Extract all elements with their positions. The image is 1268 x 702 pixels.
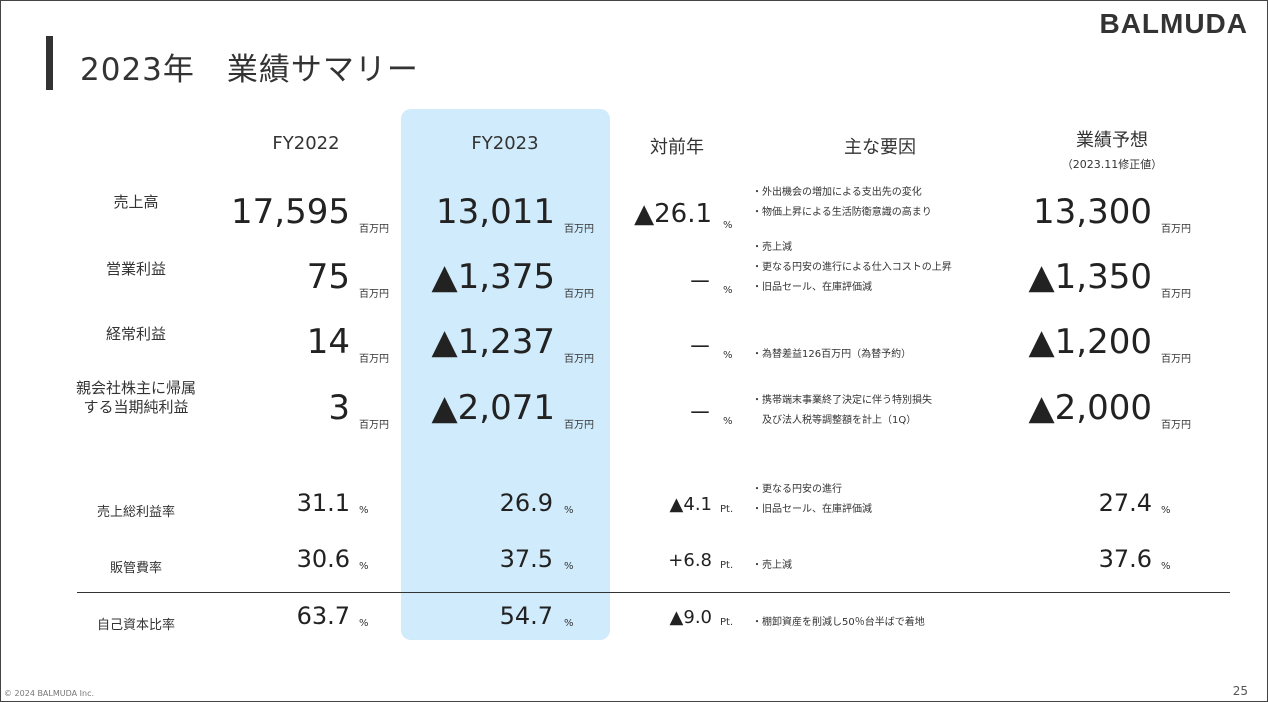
operating-income-forecast: ▲1,350 xyxy=(1028,257,1152,297)
unit: % xyxy=(564,505,574,516)
ordinary-income-forecast: ▲1,200 xyxy=(1028,322,1152,362)
ordinary-income-fy2022: 14 xyxy=(306,322,350,362)
gross-margin-note-2: ・旧品セール、在庫評価減 xyxy=(752,504,872,515)
unit: 百万円 xyxy=(1161,224,1191,235)
unit: 百万円 xyxy=(564,420,594,431)
row-label-sales: 売上高 xyxy=(113,193,159,211)
header-fy2022: FY2022 xyxy=(272,133,340,154)
sales-note-1: ・外出機会の増加による支出先の変化 xyxy=(752,187,922,198)
unit: 百万円 xyxy=(564,224,594,235)
sales-note-2: ・物価上昇による生活防衛意識の高まり xyxy=(752,207,932,218)
operating-income-note-2: ・更なる円安の進行による仕入コストの上昇 xyxy=(752,262,952,273)
unit: 百万円 xyxy=(1161,289,1191,300)
fy2023-column-highlight xyxy=(401,109,610,640)
net-income-note-1: ・携帯端末事業終了決定に伴う特別損失 xyxy=(752,395,932,406)
unit: 百万円 xyxy=(359,420,389,431)
row-label-net-income: 親会社株主に帰属 する当期純利益 xyxy=(56,379,216,417)
row-label-net-income-line2: する当期純利益 xyxy=(83,398,189,416)
gross-margin-yoy: ▲4.1 xyxy=(669,494,712,515)
row-label-gross-margin: 売上総利益率 xyxy=(96,505,175,520)
unit: 百万円 xyxy=(359,289,389,300)
unit: % xyxy=(1161,505,1171,516)
sga-ratio-yoy: +6.8 xyxy=(668,550,712,571)
page-title: 2023年 業績サマリー xyxy=(80,52,419,88)
unit: % xyxy=(359,505,369,516)
unit: 百万円 xyxy=(564,289,594,300)
header-fy2023: FY2023 xyxy=(471,133,539,154)
unit: % xyxy=(723,220,733,231)
ordinary-income-note-1: ・為替差益126百万円（為替予約） xyxy=(752,349,912,360)
unit: Pt. xyxy=(720,504,734,515)
unit: % xyxy=(723,285,733,296)
unit: % xyxy=(564,561,574,572)
unit: 百万円 xyxy=(1161,354,1191,365)
row-label-equity-ratio: 自己資本比率 xyxy=(96,618,175,633)
header-forecast: 業績予想 （2023.11修正値） xyxy=(1042,126,1182,172)
sales-fy2023: 13,011 xyxy=(436,192,555,232)
gross-margin-fy2023: 26.9 xyxy=(499,489,553,517)
unit: 百万円 xyxy=(359,354,389,365)
gross-margin-fy2022: 31.1 xyxy=(296,489,350,517)
sga-ratio-fy2023: 37.5 xyxy=(499,545,553,573)
sales-yoy: ▲26.1 xyxy=(634,199,712,229)
net-income-fy2022: 3 xyxy=(328,388,350,428)
equity-ratio-fy2022: 63.7 xyxy=(296,602,350,630)
ordinary-income-fy2023: ▲1,237 xyxy=(431,322,555,362)
unit: % xyxy=(723,416,733,427)
operating-income-note-3: ・旧品セール、在庫評価減 xyxy=(752,282,872,293)
sales-forecast: 13,300 xyxy=(1033,192,1152,232)
page-number: 25 xyxy=(1232,684,1248,698)
unit: Pt. xyxy=(720,560,734,571)
row-label-sga-ratio: 販管費率 xyxy=(109,561,162,576)
unit: % xyxy=(359,618,369,629)
sga-ratio-fy2022: 30.6 xyxy=(296,545,350,573)
unit: 百万円 xyxy=(1161,420,1191,431)
unit: Pt. xyxy=(720,617,734,628)
net-income-note-2: 及び法人税等調整額を計上（1Q） xyxy=(752,415,917,426)
unit: % xyxy=(1161,561,1171,572)
header-yoy: 対前年 xyxy=(650,137,704,158)
row-label-ordinary-income: 経常利益 xyxy=(105,325,166,343)
net-income-forecast: ▲2,000 xyxy=(1028,388,1152,428)
unit: 百万円 xyxy=(359,224,389,235)
net-income-fy2023: ▲2,071 xyxy=(431,388,555,428)
unit: 百万円 xyxy=(564,354,594,365)
table-divider xyxy=(77,592,1230,593)
gross-margin-note-1: ・更なる円安の進行 xyxy=(752,484,842,495)
net-income-yoy: － xyxy=(688,399,712,427)
sga-ratio-note-1: ・売上減 xyxy=(752,560,792,571)
unit: % xyxy=(723,350,733,361)
row-label-operating-income: 営業利益 xyxy=(105,260,166,278)
equity-ratio-fy2023: 54.7 xyxy=(499,602,553,630)
operating-income-note-1: ・売上減 xyxy=(752,242,792,253)
copyright: © 2024 BALMUDA Inc. xyxy=(4,689,95,698)
title-accent-bar xyxy=(46,36,53,90)
header-forecast-sub: （2023.11修正値） xyxy=(1061,158,1163,171)
header-factors: 主な要因 xyxy=(844,137,916,158)
gross-margin-forecast: 27.4 xyxy=(1098,489,1152,517)
row-label-net-income-line1: 親会社株主に帰属 xyxy=(75,379,196,397)
brand-logo: BALMUDA xyxy=(1099,8,1248,39)
sga-ratio-forecast: 37.6 xyxy=(1098,545,1152,573)
operating-income-fy2022: 75 xyxy=(306,257,350,297)
header-forecast-label: 業績予想 xyxy=(1076,130,1148,151)
equity-ratio-note-1: ・棚卸資産を削減し50％台半ばで着地 xyxy=(752,617,925,628)
operating-income-fy2023: ▲1,375 xyxy=(431,257,555,297)
equity-ratio-yoy: ▲9.0 xyxy=(669,607,712,628)
operating-income-yoy: － xyxy=(688,268,712,296)
sales-fy2022: 17,595 xyxy=(231,192,350,232)
unit: % xyxy=(359,561,369,572)
unit: % xyxy=(564,618,574,629)
ordinary-income-yoy: － xyxy=(688,333,712,361)
